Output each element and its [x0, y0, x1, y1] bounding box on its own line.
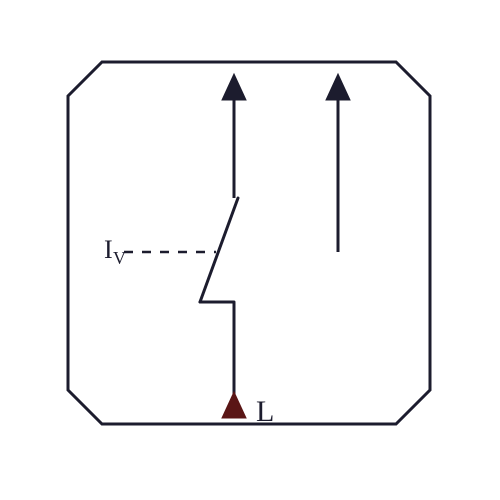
label-l: L: [256, 395, 274, 428]
label-iv-main: I: [104, 235, 113, 264]
wiring-diagram: IV L: [0, 0, 500, 500]
label-iv-sub: V: [113, 248, 126, 268]
